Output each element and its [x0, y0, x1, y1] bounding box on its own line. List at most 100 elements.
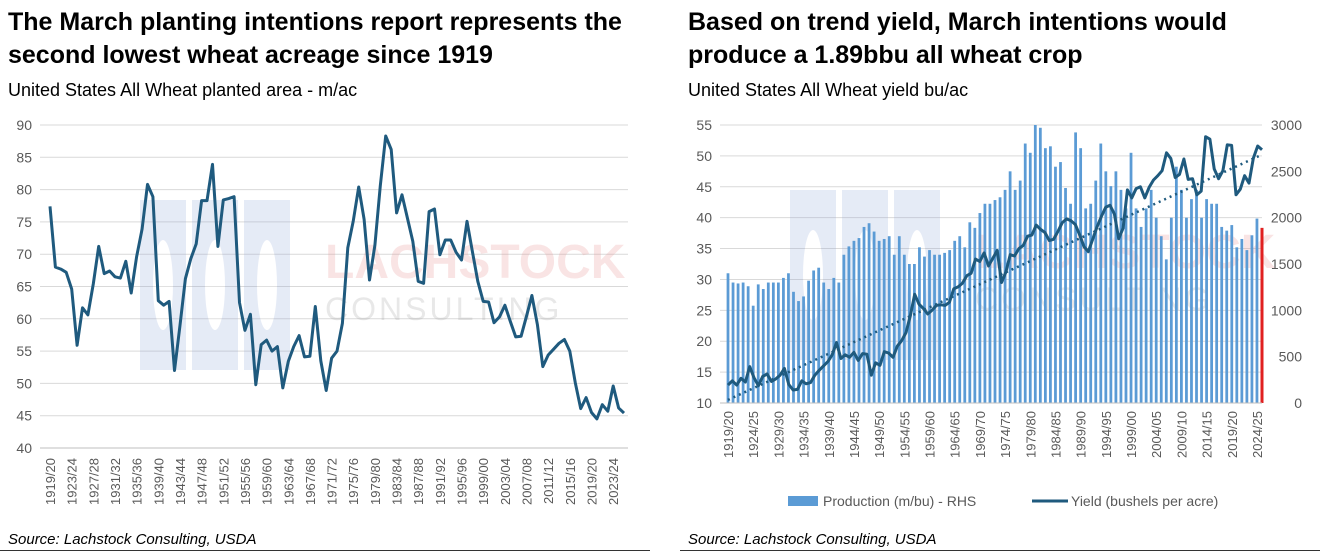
production-bar: [933, 254, 936, 403]
y-tick-label: 80: [16, 182, 32, 198]
right-chart-plot: 10 15 20 25 30 35 40 45 50 55 0 500 1000 1500 2000 2500…: [696, 117, 1302, 509]
production-bar: [1109, 186, 1113, 403]
x-tick-label: 1944/45: [847, 411, 862, 458]
production-bar: [1119, 189, 1123, 403]
production-bar: [1043, 148, 1047, 403]
production-bar: [827, 289, 831, 403]
production-bar: [802, 296, 805, 403]
x-tick-label: 1943/44: [173, 458, 188, 505]
left-chart-subtitle: United States All Wheat planted area - m…: [8, 80, 358, 100]
x-tick-label: 1963/64: [281, 458, 296, 505]
x-tick-label: 2019/20: [585, 458, 600, 505]
x-tick-label: 1959/60: [260, 458, 275, 505]
production-bar: [872, 231, 876, 403]
march-intentions-bar: [1260, 227, 1264, 403]
y-tick-label: 45: [696, 179, 712, 195]
production-bar: [822, 282, 826, 403]
y-tick-label: 60: [16, 311, 32, 327]
legend-label-yield: Yield (bushels per acre): [1071, 493, 1218, 509]
production-bar: [923, 256, 926, 403]
production-bar: [1225, 230, 1229, 403]
production-bar: [1240, 238, 1244, 403]
y-tick-label: 85: [16, 149, 32, 165]
production-bar: [1033, 125, 1037, 403]
production-bar: [943, 252, 947, 403]
y-tick-label: 50: [16, 375, 32, 391]
production-bar: [897, 236, 901, 403]
x-tick-label: 1974/75: [998, 411, 1013, 458]
production-bar: [1084, 208, 1088, 403]
x-tick-label: 1931/32: [108, 458, 123, 505]
y-tick-label: 20: [696, 333, 712, 349]
x-tick-label: 1983/84: [390, 458, 405, 505]
production-bar: [741, 282, 745, 403]
x-tick-label: 1949/50: [872, 411, 887, 458]
production-bar: [807, 280, 810, 403]
x-tick-label: 1979/80: [368, 458, 383, 505]
production-bar: [1059, 162, 1062, 403]
production-bar: [1210, 203, 1214, 403]
production-bar: [1079, 148, 1083, 403]
x-tick-label: 2011/12: [541, 458, 556, 504]
right-chart-source: Source: Lachstock Consulting, USDA: [688, 531, 937, 548]
y2-tick-label: 2500: [1271, 163, 1302, 179]
y-tick-label: 65: [16, 279, 32, 295]
production-bar: [1255, 218, 1259, 403]
left-chart-plot: 40 45 50 55 60 65 70 75 80 85 90 LACHSTOCKCONSULTIN…: [16, 117, 628, 505]
x-tick-label: 1989/90: [1074, 411, 1089, 458]
production-bar: [726, 273, 730, 403]
production-bar: [1190, 199, 1193, 403]
x-tick-label: 1927/28: [86, 458, 101, 505]
watermark-wheat-grain: [257, 240, 277, 330]
production-bar: [1023, 143, 1027, 404]
production-bar: [782, 277, 785, 403]
production-bar: [958, 236, 962, 403]
production-bar: [832, 277, 836, 403]
x-tick-label: 1955/56: [238, 458, 253, 505]
production-bar: [817, 267, 821, 403]
production-bar: [1174, 166, 1178, 403]
production-bar: [973, 227, 977, 403]
x-tick-label: 1999/00: [476, 458, 491, 505]
production-bar: [842, 254, 846, 403]
y-tick-label: 40: [16, 440, 32, 456]
production-bar: [862, 226, 866, 403]
left-chart-source: Source: Lachstock Consulting, USDA: [8, 531, 257, 548]
production-bar: [1149, 189, 1153, 403]
x-tick-label: 1975/76: [346, 458, 361, 505]
production-bar: [766, 282, 770, 403]
production-bar: [797, 301, 800, 403]
x-tick-label: 1924/25: [746, 411, 761, 458]
x-tick-label: 1939/40: [151, 458, 166, 505]
production-bar: [771, 282, 775, 403]
production-bar: [978, 213, 982, 403]
chart-legend: Production (m/bu) - RHS Yield (bushels pe…: [788, 493, 1218, 509]
y-tick-label: 70: [16, 246, 32, 262]
production-bar: [1124, 208, 1128, 403]
x-tick-label: 1934/35: [797, 411, 812, 458]
production-bar: [1003, 189, 1007, 403]
production-bar: [1139, 226, 1143, 403]
production-bar: [983, 203, 987, 403]
x-tick-label: 1987/88: [411, 458, 426, 505]
trend-line: [727, 153, 1263, 402]
production-bar: [928, 250, 931, 403]
production-bar: [1064, 188, 1067, 403]
production-bar: [1129, 152, 1133, 403]
production-bar: [1099, 143, 1103, 404]
x-tick-label: 1929/30: [771, 411, 786, 458]
production-bar: [1200, 217, 1203, 403]
production-bar: [847, 246, 851, 403]
production-bar: [902, 254, 906, 403]
production-bar: [963, 247, 967, 403]
x-tick-label: 2015/16: [563, 458, 578, 505]
x-tick-label: 1967/68: [303, 458, 318, 505]
production-bar: [1195, 189, 1198, 403]
production-bar: [1069, 203, 1072, 403]
legend-swatch-production: [788, 496, 818, 506]
production-bar: [953, 240, 957, 403]
x-tick-label: 1991/92: [433, 458, 448, 505]
x-tick-label: 2024/25: [1250, 411, 1265, 458]
y-tick-label: 15: [696, 364, 712, 380]
